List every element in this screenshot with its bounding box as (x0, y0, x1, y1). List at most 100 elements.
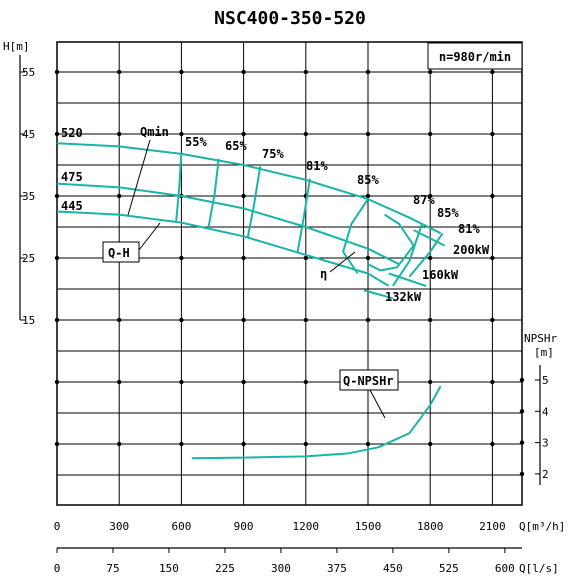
grid-dot (117, 193, 122, 199)
grid-dot (365, 69, 371, 75)
npsh-axis-unit: NPSHr (524, 332, 557, 345)
grid-dot (179, 441, 184, 447)
x-bottom-unit: Q[l/s] (519, 562, 559, 575)
x-bottom-tick-label: 300 (271, 562, 291, 575)
grid-dot (490, 193, 495, 199)
npsh-dot (519, 377, 525, 383)
grid-dot (365, 255, 371, 261)
npsh-tick-label: 4 (542, 405, 549, 418)
power-label: 200kW (453, 243, 490, 257)
efficiency-label: 65% (225, 139, 247, 153)
eta-leader (329, 251, 356, 273)
x-axis-flow-m3h: 0 300 600 900 1200 1500 1800 2100 Q[m³/h] (54, 520, 566, 533)
grid-dot (428, 255, 433, 261)
grid-dot (117, 131, 122, 137)
diameter-label: 445 (61, 199, 83, 213)
grid-dot (241, 317, 246, 323)
x-bottom-tick-label: 0 (54, 562, 61, 575)
grid-dot (490, 441, 495, 447)
x-top-tick-label: 1500 (355, 520, 382, 533)
grid-dot (428, 193, 433, 199)
grid-dot (179, 317, 184, 323)
efficiency-curve (408, 232, 444, 278)
speed-box (427, 42, 523, 70)
qh-box (102, 241, 140, 263)
qh-label: Q-H (108, 246, 130, 260)
grid-dot (54, 193, 60, 199)
qh-leader (138, 222, 161, 251)
diameter-label: 520 (61, 126, 83, 140)
eta-label: η (320, 267, 327, 281)
efficiency-label: 75% (262, 147, 284, 161)
x-bottom-tick-label: 225 (215, 562, 235, 575)
x-top-tick-label: 600 (171, 520, 191, 533)
x-bottom-tick-label: 75 (106, 562, 119, 575)
power-label: 160kW (422, 268, 459, 282)
x-top-tick-label: 2100 (479, 520, 506, 533)
grid-dot (428, 317, 433, 323)
power-line (413, 229, 446, 247)
grid-dot (54, 255, 60, 261)
grid-dot (303, 441, 308, 447)
grid-dot (117, 317, 122, 323)
npsh-tick-label: 5 (542, 374, 549, 387)
efficiency-curve (342, 198, 369, 275)
grid-dot (54, 131, 60, 137)
npsh-dot (519, 440, 525, 445)
head-axis-unit: H[m] (3, 40, 30, 53)
npshr-box (339, 369, 399, 391)
grid-dot (490, 131, 495, 137)
grid-dot (54, 317, 60, 323)
efficiency-curve (246, 166, 262, 238)
grid-dot (428, 131, 433, 137)
npsh-tick-label: 2 (542, 468, 549, 481)
npsh-axis: NPSHr[m] 2 3 4 5 (519, 332, 557, 485)
plot-frame (56, 41, 523, 506)
grid-dot (490, 255, 495, 261)
diameter-label: 475 (61, 170, 83, 184)
curves (56, 142, 446, 460)
efficiency-label: 85% (437, 206, 459, 220)
efficiency-label: 81% (306, 159, 328, 173)
grid-dot (54, 379, 60, 385)
efficiency-curve (296, 178, 311, 253)
grid-dot (241, 131, 246, 137)
grid-dot (54, 441, 60, 447)
grid-dot (490, 69, 495, 75)
grid-dot (117, 379, 122, 385)
grid-dot (365, 193, 371, 199)
head-tick-label: 35 (22, 190, 35, 203)
head-tick-label: 55 (22, 66, 35, 79)
head-curve-520 (56, 142, 442, 235)
power-line (363, 289, 394, 300)
qmin-leader (127, 139, 151, 216)
grid-dot (303, 69, 308, 75)
efficiency-curve (207, 158, 220, 229)
x-bottom-tick-label: 150 (159, 562, 179, 575)
x-top-unit: Q[m³/h] (519, 520, 565, 533)
grid-dot (428, 69, 433, 75)
efficiency-curve (367, 213, 415, 272)
x-top-tick-label: 300 (109, 520, 129, 533)
grid-dot (490, 379, 495, 385)
npsh-dot (519, 471, 525, 477)
grid-dot (490, 317, 495, 323)
x-top-tick-label: 1800 (417, 520, 444, 533)
x-axis-flow-ls: 0 75 150 225 300 375 450 525 600 Q[l/s] (54, 547, 559, 575)
efficiency-label: 85% (357, 173, 379, 187)
x-top-tick-label: 900 (234, 520, 254, 533)
grid-dot (179, 379, 184, 385)
grid-dot (241, 379, 246, 385)
speed-label: n=980r/min (439, 50, 511, 64)
head-tick-label: 45 (22, 128, 35, 141)
x-bottom-tick-label: 525 (439, 562, 459, 575)
x-bottom-tick-label: 600 (495, 562, 515, 575)
grid-dot (365, 317, 371, 323)
grid-dot (241, 441, 246, 447)
npshr-leader (369, 389, 386, 419)
grid-dot (428, 379, 433, 385)
grid-dot (179, 69, 184, 75)
npshr-curve (191, 385, 442, 460)
